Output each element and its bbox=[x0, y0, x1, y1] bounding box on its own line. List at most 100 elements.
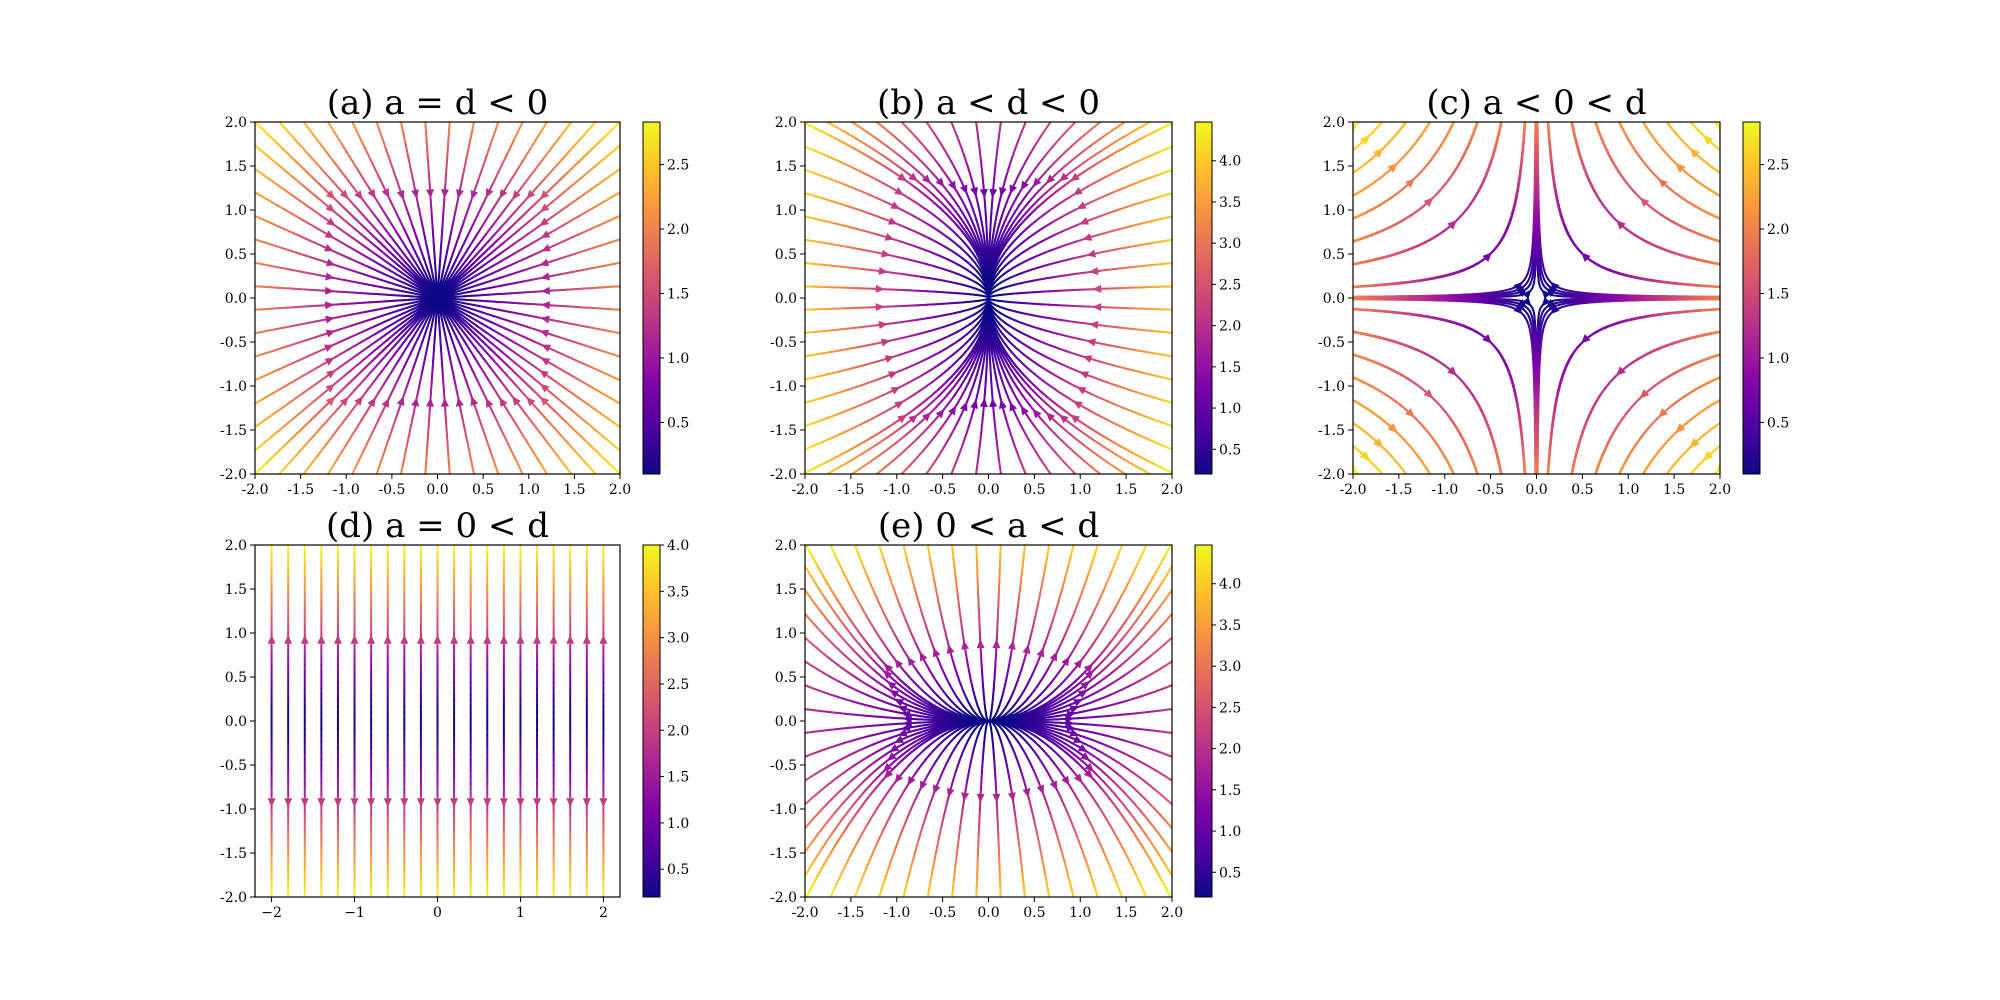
streamline-segment bbox=[497, 473, 500, 474]
streamline-segment bbox=[350, 478, 351, 480]
streamline-arrow bbox=[470, 189, 479, 200]
streamline-segment bbox=[624, 358, 626, 359]
streamline-segment bbox=[251, 381, 253, 382]
streamline-segment bbox=[251, 476, 252, 477]
streamline-segment bbox=[255, 379, 256, 382]
streamline-segment bbox=[623, 453, 624, 454]
streamline-segment bbox=[375, 476, 376, 478]
streamline-arrow bbox=[367, 188, 376, 199]
streamline-segment bbox=[622, 428, 623, 429]
streamline-arrow bbox=[411, 189, 420, 199]
streamline-arrow bbox=[426, 189, 434, 199]
streamline-segment bbox=[621, 475, 622, 476]
streamline-segment bbox=[325, 477, 326, 479]
streamline-arrow bbox=[411, 397, 420, 407]
streamline-segment bbox=[301, 119, 302, 120]
streamline-segment bbox=[619, 238, 620, 240]
streamline-segment bbox=[301, 476, 302, 477]
streamline-arrow bbox=[441, 189, 449, 199]
streamline-arrow bbox=[381, 397, 390, 408]
streamline-arrow bbox=[354, 396, 363, 406]
streamline-arrow bbox=[325, 272, 335, 281]
streamline-arrow bbox=[339, 396, 349, 407]
streamline-segment bbox=[500, 478, 501, 480]
streamline-segment bbox=[255, 402, 256, 405]
streamline-arrow bbox=[367, 397, 376, 408]
streamline-arrow bbox=[539, 369, 549, 379]
streamline-arrow bbox=[326, 369, 336, 379]
streamline-segment bbox=[250, 478, 251, 479]
streamline-segment bbox=[275, 478, 276, 479]
streamline-segment bbox=[252, 428, 253, 429]
streamline-segment bbox=[255, 356, 256, 358]
streamline-segment bbox=[326, 473, 329, 474]
streamline-arrow bbox=[381, 188, 390, 199]
streamline-segment bbox=[624, 454, 625, 455]
streamline-segment bbox=[375, 478, 376, 480]
streamline-arrow bbox=[540, 357, 551, 366]
streamline-arrow bbox=[540, 286, 551, 295]
streamline-segment bbox=[351, 473, 353, 474]
panel-1: (a) a = d < 0-2.0 -1.5 -1.0 -0.5 0.0 0.5 1.0 1.… bbox=[220, 83, 689, 498]
streamline-segment bbox=[251, 453, 252, 454]
streamline-segment bbox=[252, 452, 253, 453]
streamline-arrow bbox=[455, 397, 464, 407]
streamline-segment bbox=[250, 117, 251, 118]
streamline-segment bbox=[249, 382, 251, 383]
streamline-segment bbox=[275, 117, 276, 118]
streamline-arrow bbox=[325, 396, 336, 406]
streamline-segment bbox=[253, 475, 254, 476]
streamline-segment bbox=[622, 357, 624, 358]
streamline-segment bbox=[326, 476, 327, 478]
streamline-segment bbox=[619, 379, 620, 382]
streamline-arrow bbox=[354, 190, 363, 200]
streamline-arrow bbox=[540, 383, 550, 393]
streamline-segment bbox=[251, 357, 253, 358]
streamline-segment bbox=[251, 118, 252, 119]
streamline-arrow bbox=[339, 189, 349, 200]
streamline-segment bbox=[277, 119, 278, 120]
streamline-arrow bbox=[325, 383, 335, 393]
streamline-arrow bbox=[324, 286, 335, 295]
streamline-segment bbox=[250, 478, 251, 479]
streamline-segment bbox=[619, 402, 620, 405]
streamline-arrow bbox=[540, 315, 550, 324]
streamline-arrow bbox=[323, 344, 334, 353]
streamline-segment bbox=[624, 406, 626, 407]
streamline-arrow bbox=[324, 301, 335, 310]
streamline-arrow bbox=[324, 357, 335, 366]
streamline-segment bbox=[276, 118, 277, 119]
streamline-segment bbox=[622, 238, 624, 239]
streamline-segment bbox=[253, 475, 254, 476]
streamline-segment bbox=[251, 476, 252, 477]
streamline-arrow bbox=[541, 344, 552, 353]
streamline-segment bbox=[351, 476, 352, 478]
streamline-arrow bbox=[396, 396, 405, 407]
streamline-segment bbox=[253, 120, 254, 121]
streamline-segment bbox=[622, 381, 624, 382]
streamline-arrow bbox=[540, 301, 551, 310]
streamline-segment bbox=[624, 237, 626, 238]
streamline-segment bbox=[619, 356, 620, 358]
streamline-arrow bbox=[325, 329, 336, 338]
streamline-segment bbox=[375, 473, 378, 474]
streamline-segment bbox=[250, 406, 252, 407]
streamline-segment bbox=[249, 358, 251, 359]
streamline-segment bbox=[622, 476, 623, 477]
streamline-arrow bbox=[470, 396, 479, 407]
streamline-arrow bbox=[455, 189, 464, 199]
streamline-arrow bbox=[540, 272, 550, 281]
streamline-arrow bbox=[441, 397, 449, 407]
streamline-segment bbox=[624, 382, 626, 383]
streamline-segment bbox=[621, 452, 622, 453]
streamline-segment bbox=[251, 405, 253, 406]
streamline-segment bbox=[623, 429, 624, 430]
streamline-segment bbox=[277, 475, 278, 476]
streamline-segment bbox=[622, 405, 624, 406]
streamline-arrow bbox=[396, 189, 405, 200]
streamline-arrow bbox=[539, 329, 550, 338]
streamline-segment bbox=[499, 476, 500, 478]
streamline-arrow bbox=[325, 315, 335, 324]
streamline-segment bbox=[624, 478, 625, 479]
